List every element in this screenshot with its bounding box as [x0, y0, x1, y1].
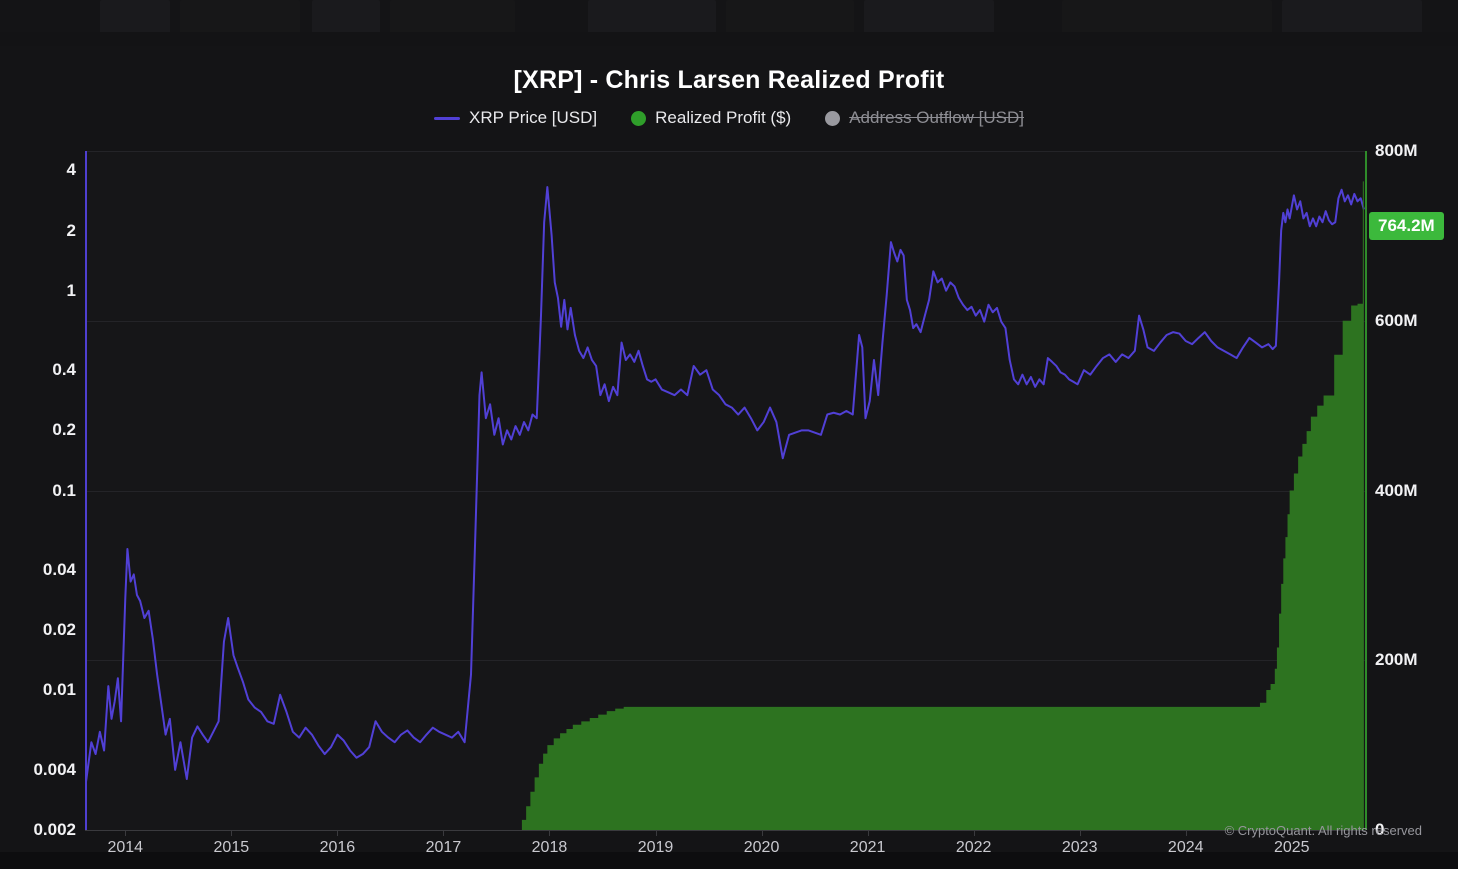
- left-axis-line: [85, 151, 87, 830]
- gridline: [85, 151, 1366, 152]
- left-axis-tick-label: 0.4: [52, 360, 76, 380]
- browser-tab-strip: [0, 0, 1458, 46]
- right-axis-tick-label: 800M: [1375, 141, 1418, 160]
- x-axis-tick-mark: [1079, 830, 1081, 836]
- x-axis-tick-mark: [867, 830, 869, 836]
- left-axis-tick-label: 2: [66, 220, 76, 240]
- x-axis-tick-label: 2015: [213, 839, 250, 856]
- x-axis-tick-mark: [655, 830, 657, 836]
- right-axis-labels: 800M 600M 400M 200M 0: [1375, 141, 1458, 839]
- x-axis-tick-mark: [231, 830, 233, 836]
- x-axis-tick-mark: [549, 830, 551, 836]
- legend-label-realized-profit: Realized Profit ($): [655, 108, 792, 127]
- current-value-badge: 764.2M: [1369, 212, 1444, 241]
- left-axis-labels: 4 2 1 0.4 0.2 0.1 0.04 0.02 0.01 0.004 0.002: [0, 151, 76, 839]
- x-axis-tick-mark: [1291, 830, 1293, 836]
- x-axis-tick-label: 2017: [425, 839, 462, 856]
- line-series-xrp-price: [85, 186, 1365, 790]
- chart-series-canvas: [85, 181, 1365, 830]
- gridline: [85, 320, 1366, 322]
- legend-line-icon: [433, 116, 460, 120]
- x-axis-tick-label: 2018: [531, 839, 568, 856]
- legend-item-realized-profit[interactable]: Realized Profit ($): [631, 108, 791, 128]
- chart-title: [XRP] - Chris Larsen Realized Profit: [513, 66, 945, 94]
- legend-dot-disabled-icon: [825, 110, 841, 126]
- x-axis-tick-mark: [761, 830, 763, 836]
- x-axis-tick-mark: [973, 830, 975, 836]
- x-axis-tick-label: 2016: [319, 839, 356, 856]
- x-axis-tick-label: 2023: [1061, 839, 1098, 856]
- right-axis-tick-label: 600M: [1375, 310, 1418, 330]
- area-series-realized-profit: [85, 181, 1364, 830]
- x-axis-tick-label: 2020: [743, 839, 780, 856]
- right-axis-line: [1365, 151, 1367, 830]
- legend-item-address-outflow[interactable]: Address Outflow [USD]: [825, 108, 1024, 128]
- left-axis-tick-label: 4: [66, 160, 76, 180]
- left-axis-tick-label: 0.1: [52, 480, 76, 500]
- left-axis-tick-label: 0.04: [42, 560, 76, 580]
- chart-card: [XRP] - Chris Larsen Realized Profit XRP…: [0, 46, 1458, 856]
- x-axis-tick-label: 2025: [1273, 839, 1310, 856]
- right-axis-tick-label: 400M: [1375, 480, 1418, 500]
- legend-dot-icon: [631, 110, 647, 126]
- gridline: [85, 490, 1366, 492]
- left-axis-tick-label: 0.002: [33, 820, 76, 839]
- chart-legend: XRP Price [USD] Realized Profit ($) Addr…: [0, 108, 1458, 128]
- x-axis-tick-label: 2021: [849, 839, 886, 856]
- bottom-axis-line: [85, 830, 1366, 831]
- x-axis-tick-mark: [125, 830, 127, 836]
- left-axis-tick-label: 1: [66, 280, 76, 300]
- legend-label-xrp-price: XRP Price [USD]: [468, 108, 598, 127]
- x-axis-tick-label: 2019: [637, 839, 674, 856]
- legend-item-xrp-price[interactable]: XRP Price [USD]: [433, 108, 598, 128]
- right-axis-tick-label: 0: [1375, 820, 1385, 839]
- left-axis-tick-label: 0.01: [42, 680, 76, 700]
- x-axis-labels: 2014 2015 2016 2017 2018 2019 2020 2021 2022 2023…: [0, 839, 1458, 869]
- x-axis-tick-label: 2014: [107, 839, 144, 856]
- legend-label-address-outflow: Address Outflow [USD]: [849, 108, 1024, 127]
- x-axis-tick-label: 2024: [1167, 839, 1204, 856]
- x-axis-tick-mark: [1185, 830, 1187, 836]
- copyright-notice: © CryptoQuant. All rights reserved: [1224, 823, 1422, 838]
- right-axis-tick-label: 200M: [1375, 650, 1418, 670]
- gridline: [85, 660, 1366, 662]
- x-axis-tick-mark: [337, 830, 339, 836]
- x-axis-tick-mark: [443, 830, 445, 836]
- x-axis-tick-label: 2022: [955, 839, 992, 856]
- left-axis-tick-label: 0.02: [42, 620, 76, 640]
- left-axis-tick-label: 0.004: [33, 759, 76, 779]
- left-axis-tick-label: 0.2: [52, 420, 76, 440]
- plot-area: [85, 151, 1366, 830]
